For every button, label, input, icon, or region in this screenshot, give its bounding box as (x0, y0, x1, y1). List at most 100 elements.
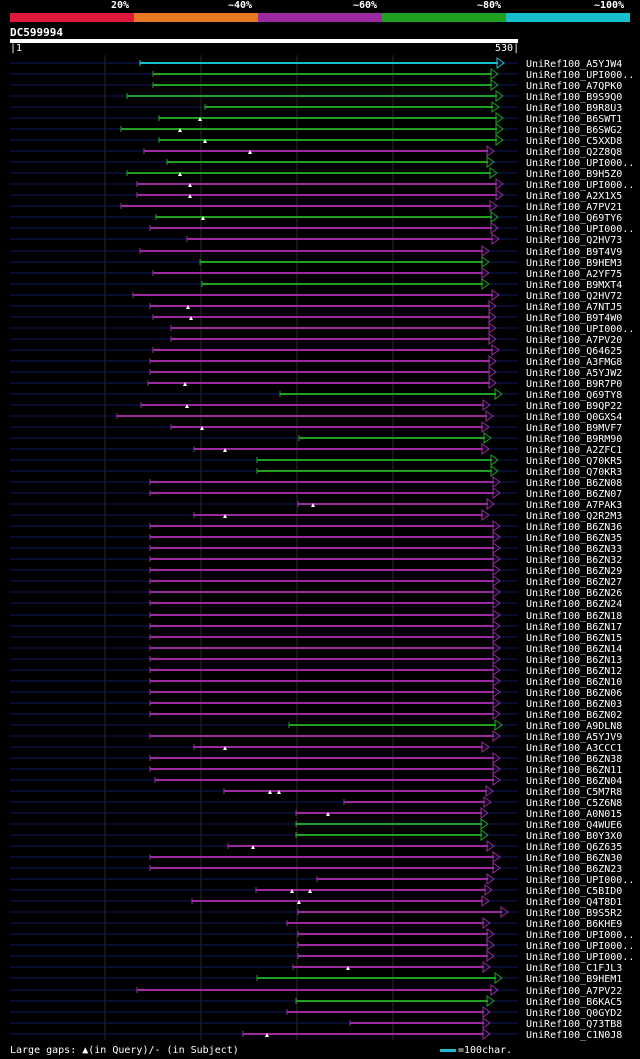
hit-end-arrow (492, 553, 501, 565)
hit-label: UniRef100_A5YJV9 (526, 732, 622, 743)
hit-end-arrow (490, 465, 499, 477)
hit-label: UniRef100_Q2HV72 (526, 291, 622, 302)
hit-end-arrow (495, 90, 504, 102)
hit-label: UniRef100_A7QPK0 (526, 81, 622, 92)
hit-label: UniRef100_B6ZN14 (526, 644, 622, 655)
hit-end-arrow (482, 399, 491, 411)
hit-label: UniRef100_B6ZN07 (526, 489, 622, 500)
hit-label: UniRef100_B6SWT1 (526, 114, 622, 125)
hit-label: UniRef100_Q2Z8Q8 (526, 147, 622, 158)
hit-label: UniRef100_B6ZN18 (526, 611, 622, 622)
hit-label: UniRef100_B9S5R2 (526, 908, 622, 919)
query-gap-marker (178, 172, 182, 176)
hit-end-arrow (492, 597, 501, 609)
hit-label: UniRef100_UPI000.. (526, 930, 634, 941)
hit-label: UniRef100_B6ZN15 (526, 633, 622, 644)
hit-end-arrow (486, 498, 495, 510)
hit-end-arrow (482, 1006, 491, 1018)
hit-end-arrow (494, 972, 503, 984)
hit-end-arrow (492, 564, 501, 576)
query-gap-marker (188, 194, 192, 198)
hit-end-arrow (480, 818, 489, 830)
query-gap-marker (308, 889, 312, 893)
query-gap-marker (268, 790, 272, 794)
hit-end-arrow (492, 862, 501, 874)
hit-label: UniRef100_UPI000.. (526, 224, 634, 235)
hit-label: UniRef100_B6ZN04 (526, 776, 622, 787)
hit-end-arrow (495, 112, 504, 124)
hit-end-arrow (492, 675, 501, 687)
legend-label-20: 20% (111, 0, 130, 11)
query-gap-marker (178, 128, 182, 132)
hit-end-arrow (486, 995, 495, 1007)
query-gap-marker (189, 316, 193, 320)
hit-label: UniRef100_Q73TB8 (526, 1019, 622, 1030)
hit-label: UniRef100_B9MXT4 (526, 280, 622, 291)
hit-end-arrow (486, 873, 495, 885)
hit-label: UniRef100_A0N015 (526, 809, 622, 820)
hit-end-arrow (486, 156, 495, 168)
hit-end-arrow (488, 355, 497, 367)
hit-label: UniRef100_A5YJW2 (526, 368, 622, 379)
hit-end-arrow (492, 476, 501, 488)
legend-label-80: ~80% (477, 0, 502, 11)
hit-label: UniRef100_B9R7P0 (526, 379, 622, 390)
hit-end-arrow (480, 829, 489, 841)
hit-label: UniRef100_Q4WUE6 (526, 820, 622, 831)
hit-end-arrow (492, 542, 501, 554)
hit-end-arrow (490, 222, 499, 234)
hit-end-arrow (492, 620, 501, 632)
hit-end-arrow (492, 774, 501, 786)
hit-end-arrow (488, 366, 497, 378)
hit-label: UniRef100_B6ZN26 (526, 588, 622, 599)
hit-end-arrow (486, 928, 495, 940)
hit-end-arrow (492, 642, 501, 654)
hit-label: UniRef100_B9RM90 (526, 434, 622, 445)
hit-label: UniRef100_A5YJW4 (526, 59, 622, 70)
hit-label: UniRef100_UPI000.. (526, 875, 634, 886)
hit-end-arrow (484, 884, 493, 896)
query-gap-marker (185, 404, 189, 408)
hit-label: UniRef100_B6KAC5 (526, 997, 622, 1008)
hit-end-arrow (482, 1028, 491, 1040)
query-gap-marker (265, 1033, 269, 1037)
hit-label: UniRef100_B6ZN03 (526, 699, 622, 710)
hit-label: UniRef100_Q0GXS4 (526, 412, 622, 423)
hit-label: UniRef100_C1N0J8 (526, 1030, 622, 1041)
hit-label: UniRef100_B6ZN11 (526, 765, 622, 776)
hit-end-arrow (495, 134, 504, 146)
hit-end-arrow (492, 609, 501, 621)
hit-end-arrow (492, 697, 501, 709)
hit-label: UniRef100_C5M7R8 (526, 787, 622, 798)
hit-label: UniRef100_A2X1X5 (526, 191, 622, 202)
hit-label: UniRef100_B6ZN38 (526, 754, 622, 765)
hit-end-arrow (495, 178, 504, 190)
hit-label: UniRef100_A7PV22 (526, 986, 622, 997)
hit-end-arrow (481, 421, 490, 433)
hit-end-arrow (481, 245, 490, 257)
hit-label: UniRef100_Q70KR3 (526, 467, 622, 478)
hit-label: UniRef100_A3CCC1 (526, 743, 622, 754)
ruler-start-label: |1 (10, 43, 23, 54)
hit-label: UniRef100_B6ZN24 (526, 599, 622, 610)
hit-label: UniRef100_B6ZN36 (526, 522, 622, 533)
query-gap-marker (186, 305, 190, 309)
hit-end-arrow (486, 939, 495, 951)
hit-end-arrow (500, 906, 509, 918)
scale-label: =100char. (458, 1045, 513, 1056)
legend-swatch-100 (506, 13, 630, 22)
legend-swatch-80 (382, 13, 506, 22)
hit-label: UniRef100_C1FJL3 (526, 963, 622, 974)
hit-end-arrow (492, 851, 501, 863)
hit-end-arrow (481, 443, 490, 455)
hit-label: UniRef100_B0Y3X0 (526, 831, 622, 842)
hit-label: UniRef100_B9T4V9 (526, 247, 622, 258)
hit-label: UniRef100_A7NTJ5 (526, 302, 622, 313)
hit-end-arrow (495, 189, 504, 201)
hit-label: UniRef100_UPI000.. (526, 70, 634, 81)
hit-label: UniRef100_Q0GYD2 (526, 1008, 622, 1019)
hit-end-arrow (485, 785, 494, 797)
hit-end-arrow (492, 487, 501, 499)
hit-end-arrow (491, 233, 500, 245)
hit-end-arrow (490, 454, 499, 466)
